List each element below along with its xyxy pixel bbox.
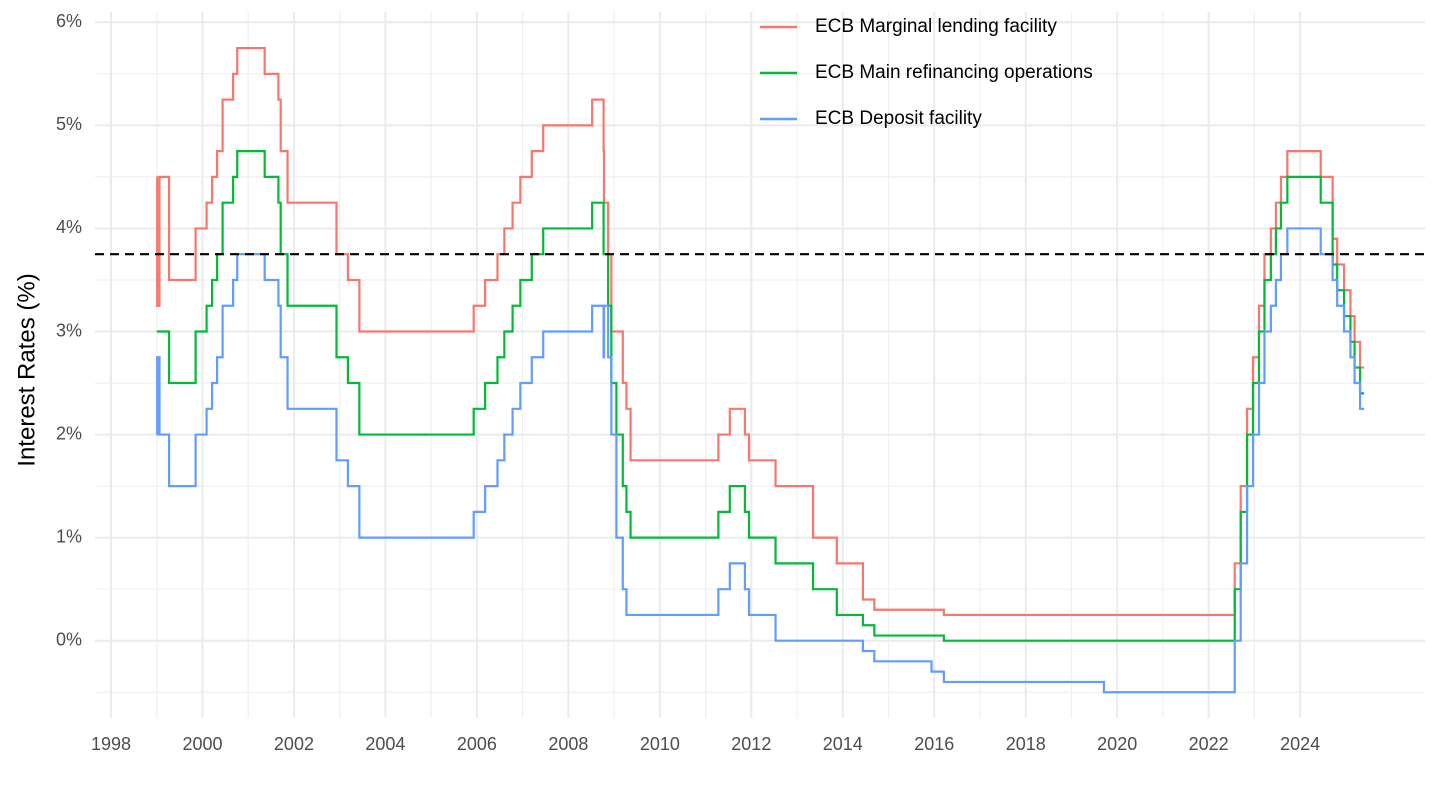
y-tick-label: 6%	[56, 11, 82, 31]
legend-label: ECB Deposit facility	[815, 108, 982, 129]
x-tick-label: 2018	[1006, 734, 1046, 754]
y-tick-label: 5%	[56, 114, 82, 134]
rate-line	[156, 46, 1365, 617]
x-tick-label: 2016	[914, 734, 954, 754]
x-tick-label: 2022	[1189, 734, 1229, 754]
x-tick-label: 1998	[91, 734, 131, 754]
y-tick-label: 4%	[56, 217, 82, 237]
rate-line	[156, 227, 1365, 694]
x-tick-label: 2020	[1097, 734, 1137, 754]
x-tick-label: 2014	[823, 734, 863, 754]
y-axis-title: Interest Rates (%)	[13, 273, 40, 466]
x-tick-label: 2006	[457, 734, 497, 754]
y-tick-label: 3%	[56, 320, 82, 340]
y-tick-label: 1%	[56, 526, 82, 546]
y-tick-label: 0%	[56, 629, 82, 649]
x-tick-label: 2012	[731, 734, 771, 754]
legend-label: ECB Main refinancing operations	[815, 62, 1093, 83]
x-tick-label: 2004	[365, 734, 405, 754]
x-tick-label: 2008	[548, 734, 588, 754]
x-tick-label: 2000	[182, 734, 222, 754]
x-tick-label: 2010	[640, 734, 680, 754]
x-tick-label: 2024	[1280, 734, 1320, 754]
rate-line	[156, 150, 1365, 642]
legend-label: ECB Marginal lending facility	[815, 16, 1057, 37]
y-tick-label: 2%	[56, 423, 82, 443]
x-tick-label: 2002	[274, 734, 314, 754]
